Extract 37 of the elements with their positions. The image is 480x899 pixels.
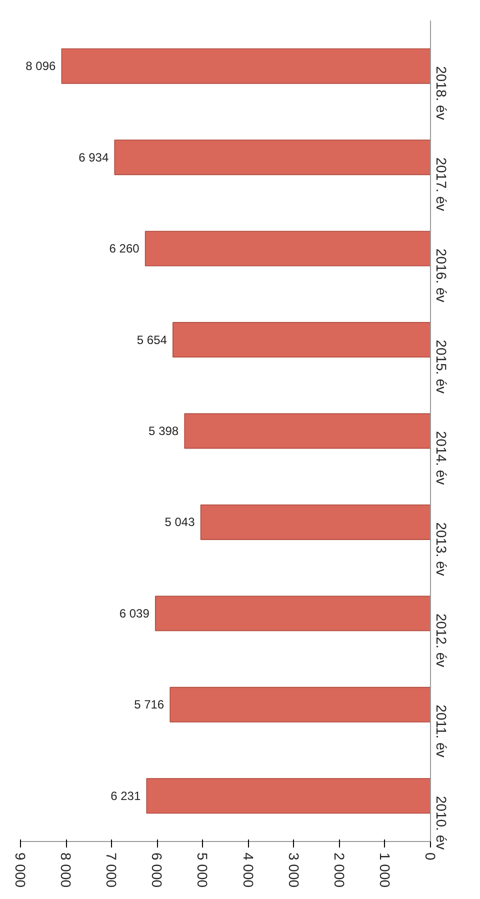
bar bbox=[200, 504, 430, 540]
bar bbox=[154, 596, 430, 632]
bar bbox=[144, 230, 430, 266]
x-tick-label: 0 bbox=[422, 852, 438, 860]
x-tick-label: 4 000 bbox=[240, 852, 256, 888]
x-tick-label: 1 000 bbox=[376, 852, 393, 888]
data-label: 8 096 bbox=[26, 59, 56, 74]
bar bbox=[170, 686, 430, 722]
bar bbox=[146, 778, 430, 814]
y-tick-label: 2012. év bbox=[434, 613, 450, 668]
data-label: 5 716 bbox=[134, 698, 164, 712]
data-label: 5 043 bbox=[164, 515, 196, 530]
y-tick-label: 2016. év bbox=[434, 248, 450, 302]
data-label: 6 039 bbox=[119, 606, 150, 620]
y-tick-label: 2015. év bbox=[434, 340, 450, 394]
x-tick-label: 6 000 bbox=[149, 852, 166, 888]
bar bbox=[172, 322, 430, 358]
x-tick-label: 9 000 bbox=[12, 852, 28, 888]
data-label: 5 398 bbox=[148, 424, 179, 438]
y-tick-label: 2014. év bbox=[434, 431, 450, 485]
bar bbox=[184, 413, 430, 449]
data-label: 6 934 bbox=[78, 150, 109, 164]
bar bbox=[114, 140, 430, 176]
y-tick-label: 2017. év bbox=[434, 157, 450, 212]
data-label: 6 260 bbox=[109, 242, 140, 256]
y-tick-label: 2018. év bbox=[434, 66, 450, 120]
bar bbox=[61, 48, 430, 84]
data-label: 6 231 bbox=[110, 788, 141, 803]
data-label: 5 654 bbox=[136, 332, 168, 347]
x-tick-label: 7 000 bbox=[104, 852, 120, 888]
x-tick-label: 8 000 bbox=[58, 852, 74, 888]
x-tick-label: 2 000 bbox=[331, 852, 348, 888]
y-tick-label: 2011. év bbox=[434, 704, 450, 758]
y-tick-label: 2010. év bbox=[434, 796, 450, 850]
x-tick-label: 5 000 bbox=[194, 852, 211, 888]
x-tick-label: 3 000 bbox=[286, 852, 302, 888]
y-tick-label: 2013. év bbox=[434, 522, 450, 576]
